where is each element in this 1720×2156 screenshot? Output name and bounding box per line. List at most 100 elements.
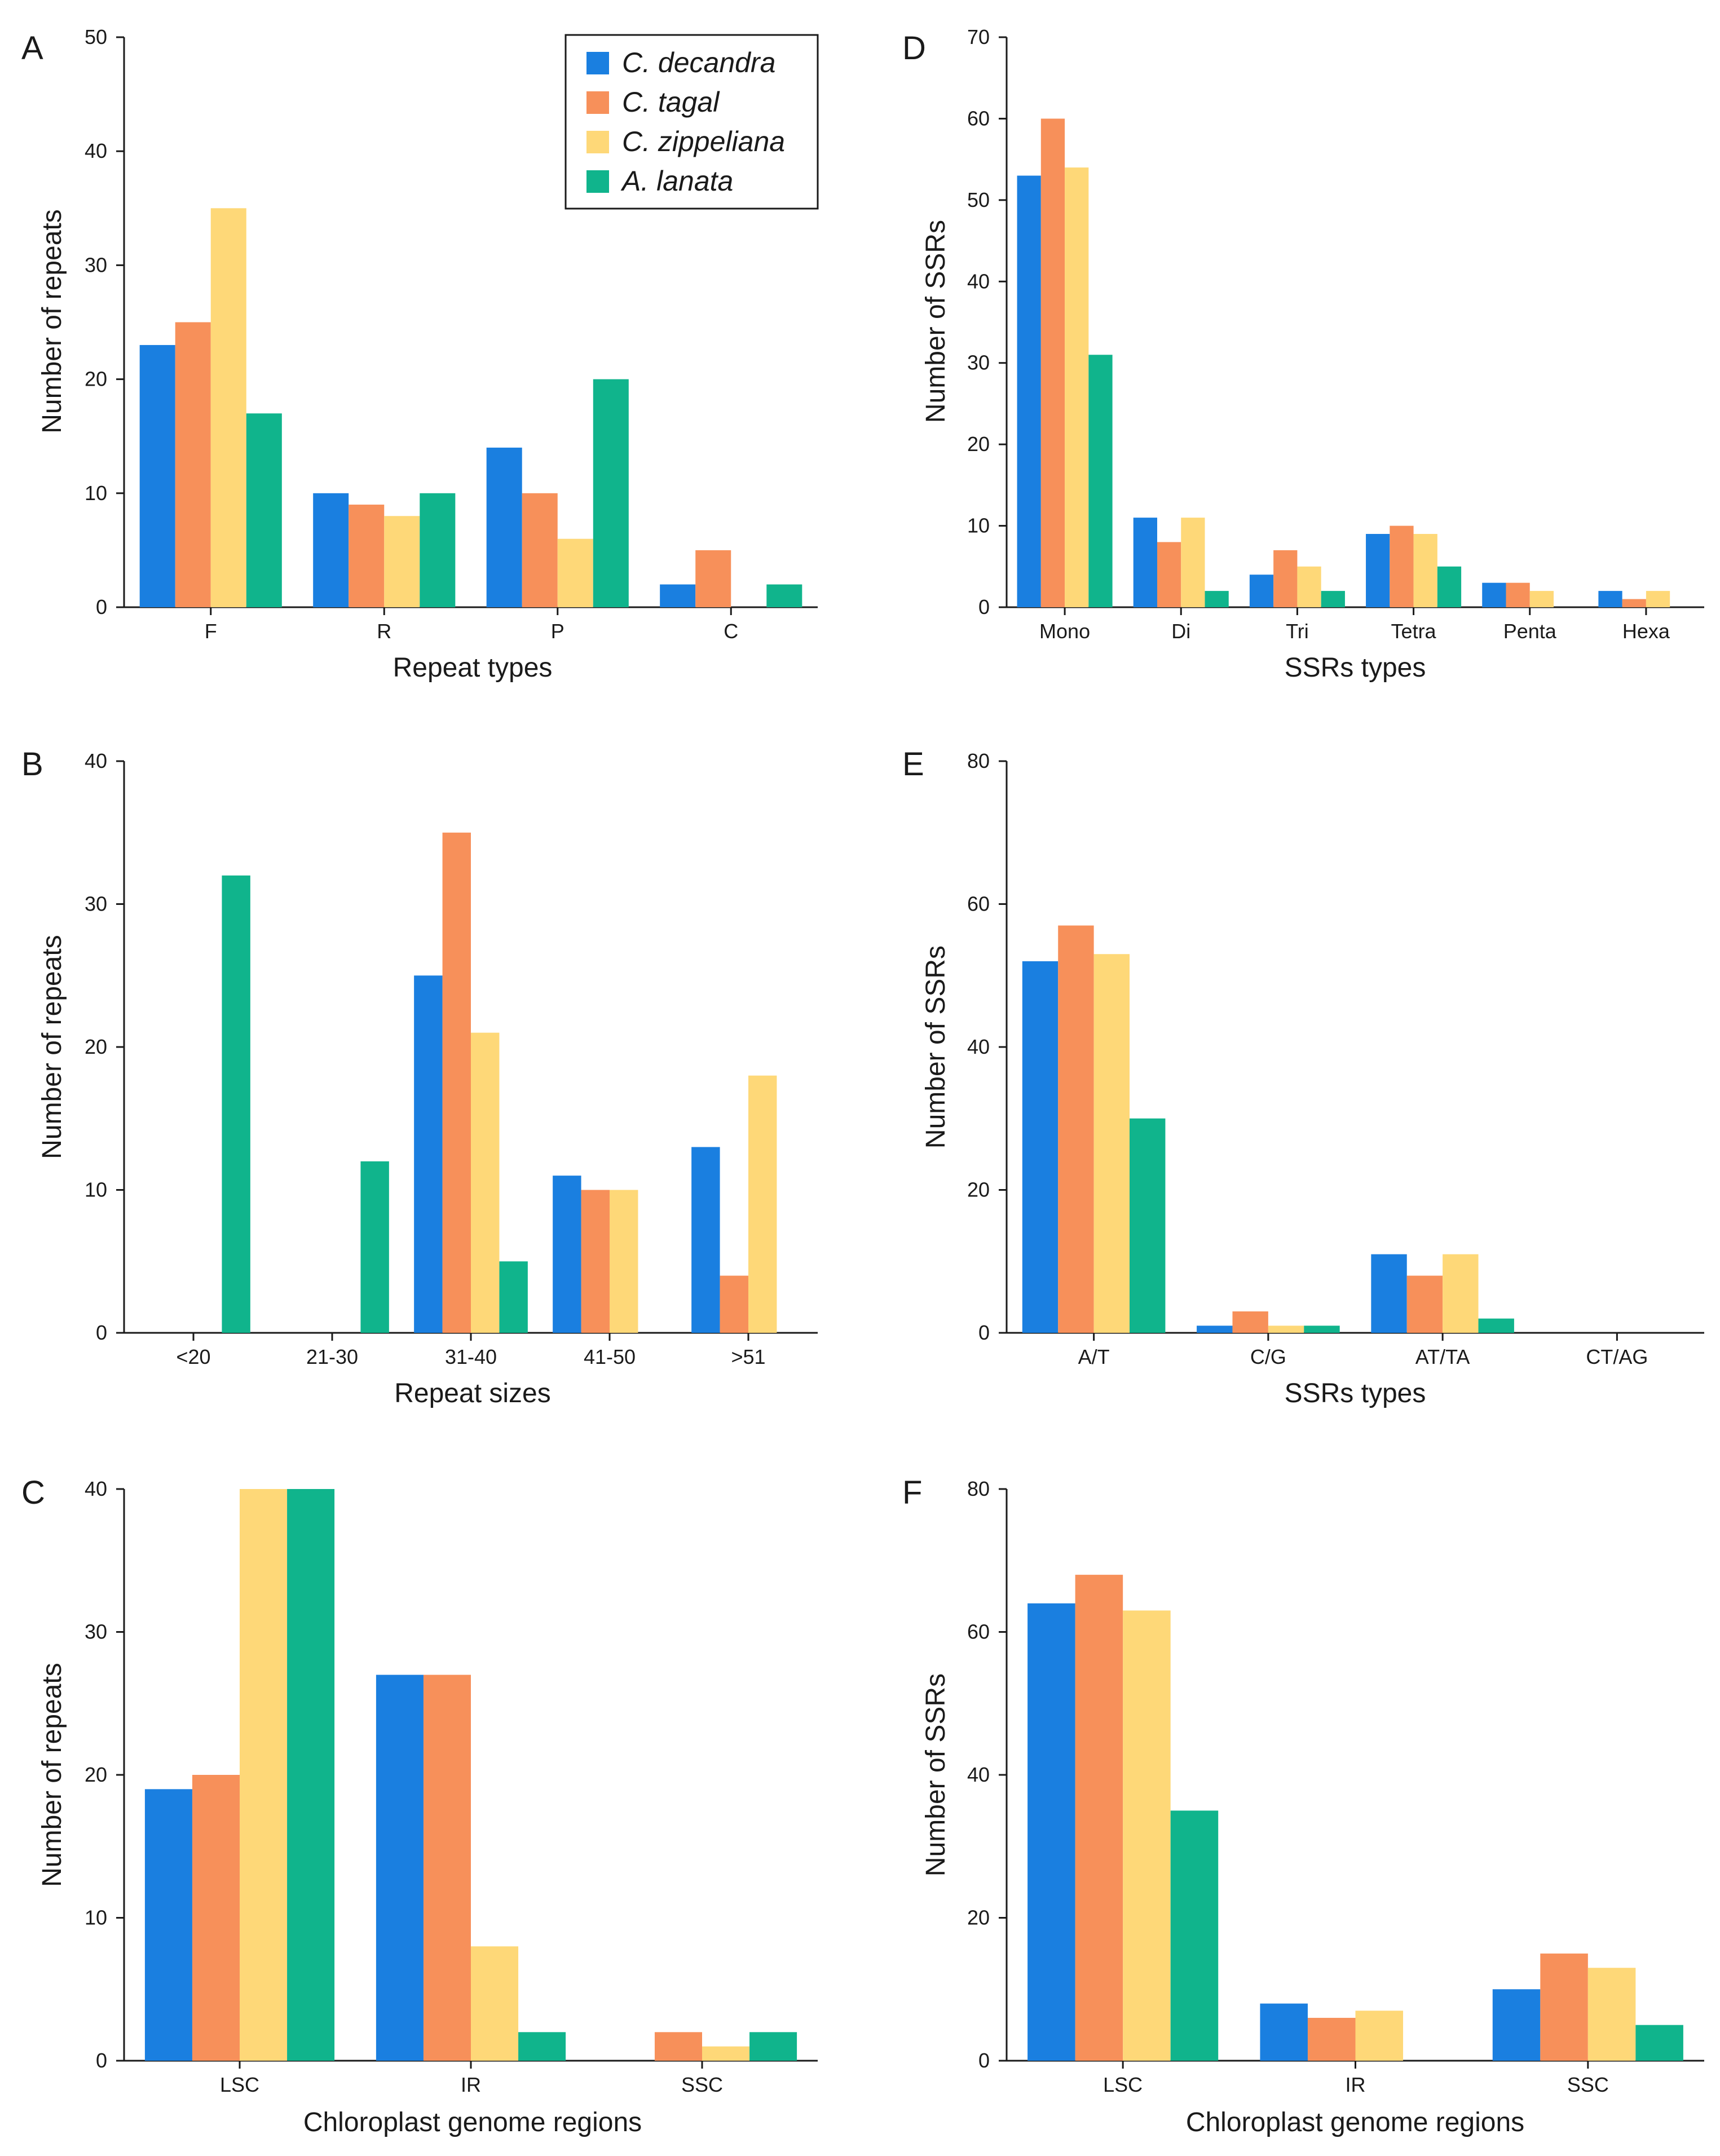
- x-tick-label: IR: [1346, 2073, 1366, 2096]
- bar-e-3-2: [1443, 1254, 1479, 1333]
- legend-label-2: C. tagal: [622, 86, 720, 118]
- bar-a-4-2: [593, 379, 629, 607]
- panel-b: B 0 10 20 30 40 <20 21-30 31-40 41-50 >51 Repeat si…: [21, 746, 818, 1408]
- x-tick-label: SSC: [1567, 2073, 1609, 2096]
- y-tick-label: 0: [978, 595, 990, 618]
- x-tick-label: Di: [1171, 620, 1190, 643]
- x-axis-title: Repeat sizes: [394, 1379, 550, 1408]
- bar-a-1-2: [486, 447, 522, 607]
- bar-a-1-0: [139, 344, 175, 607]
- x-tick-label: <20: [176, 1345, 210, 1368]
- bar-a-4-3: [766, 584, 802, 607]
- y-tick-label: 60: [967, 893, 990, 916]
- x-tick-label: CT/AG: [1586, 1345, 1648, 1368]
- panel-e: E 0 20 40 60 80 A/T C/G AT/TA CT/AG SSRs types Numb…: [902, 746, 1704, 1408]
- y-tick-label: 70: [967, 25, 990, 48]
- y-tick-label: 10: [85, 1906, 107, 1929]
- bar-e-3-0: [1093, 954, 1130, 1333]
- y-tick-label: 40: [85, 139, 107, 162]
- y-axis-title: Number of SSRs: [921, 1673, 951, 1876]
- bar-a-2-3: [695, 550, 731, 607]
- y-tick-label: 20: [85, 1763, 107, 1786]
- y-tick-label: 40: [85, 749, 107, 772]
- bar-f-1-2: [1492, 1989, 1541, 2061]
- bar-b-4-2: [499, 1261, 528, 1333]
- bar-d-2-1: [1157, 542, 1181, 607]
- bar-d-1-4: [1482, 582, 1506, 607]
- bar-d-1-0: [1017, 175, 1041, 607]
- y-tick-label: 20: [85, 1035, 107, 1058]
- bar-c-2-0: [192, 1775, 240, 2061]
- x-tick-label: AT/TA: [1415, 1345, 1470, 1368]
- bar-f-4-0: [1170, 1810, 1219, 2061]
- panel-letter: A: [21, 30, 43, 67]
- bar-d-3-4: [1529, 591, 1554, 607]
- bar-a-3-1: [384, 516, 420, 607]
- bar-d-3-5: [1646, 591, 1670, 607]
- x-tick-label: R: [377, 620, 391, 643]
- bar-e-4-1: [1304, 1326, 1340, 1333]
- legend: C. decandra C. tagal C. zippeliana A. lanat…: [564, 34, 819, 210]
- y-tick-label: 40: [967, 1763, 990, 1786]
- y-tick-label: 40: [967, 270, 990, 293]
- bar-d-3-0: [1065, 167, 1089, 608]
- bar-b-3-4: [748, 1075, 777, 1333]
- bar-b-4-0: [222, 875, 250, 1333]
- bar-d-3-1: [1181, 518, 1205, 607]
- x-tick-label: SSC: [681, 2073, 723, 2096]
- bar-b-3-3: [610, 1190, 638, 1333]
- x-tick-label: A/T: [1078, 1345, 1110, 1368]
- bar-f-2-1: [1307, 2017, 1356, 2061]
- legend-label-1: C. decandra: [622, 47, 775, 78]
- x-axis-title: Chloroplast genome regions: [303, 2108, 642, 2137]
- legend-swatch-3: [586, 131, 609, 153]
- bar-c-3-1: [471, 1946, 519, 2061]
- bar-d-1-5: [1598, 591, 1622, 607]
- x-tick-label: Mono: [1039, 620, 1090, 643]
- bar-f-2-0: [1075, 1575, 1123, 2061]
- bar-c-1-0: [144, 1789, 192, 2061]
- bar-f-4-2: [1635, 2025, 1683, 2061]
- bar-f-2-2: [1540, 1953, 1588, 2061]
- x-tick-label: Tri: [1286, 620, 1309, 643]
- bar-b-1-2: [414, 975, 443, 1333]
- legend-swatch-2: [586, 91, 609, 114]
- bar-e-1-0: [1022, 961, 1059, 1333]
- panel-letter: B: [21, 746, 43, 783]
- bar-b-2-2: [442, 832, 471, 1333]
- bar-c-4-1: [518, 2032, 566, 2061]
- bar-d-2-3: [1390, 525, 1414, 607]
- bar-e-4-2: [1478, 1318, 1514, 1333]
- bar-d-3-2: [1297, 566, 1321, 607]
- x-tick-label: LSC: [1103, 2073, 1143, 2096]
- y-axis-title: Number of SSRs: [921, 946, 951, 1148]
- bar-a-2-2: [522, 493, 558, 607]
- bar-a-1-3: [660, 584, 696, 607]
- bar-d-4-3: [1437, 566, 1462, 607]
- y-tick-label: 80: [967, 1477, 990, 1500]
- y-tick-label: 0: [96, 595, 107, 618]
- y-tick-label: 20: [967, 1178, 990, 1201]
- legend-swatch-1: [586, 52, 609, 74]
- x-axis-title: Chloroplast genome regions: [1186, 2108, 1524, 2137]
- bar-d-2-0: [1040, 118, 1065, 607]
- y-tick-label: 20: [85, 368, 107, 391]
- bar-f-3-1: [1355, 2011, 1404, 2061]
- y-tick-label: 10: [85, 481, 107, 505]
- y-tick-label: 20: [967, 432, 990, 456]
- bar-d-2-5: [1622, 599, 1646, 607]
- panel-letter: E: [902, 746, 924, 783]
- y-tick-label: 0: [978, 1321, 990, 1344]
- y-tick-label: 0: [96, 1321, 107, 1344]
- x-axis-title: SSRs types: [1285, 653, 1426, 683]
- y-tick-label: 40: [967, 1035, 990, 1058]
- x-tick-label: C/G: [1250, 1345, 1286, 1368]
- y-tick-label: 30: [85, 1620, 107, 1643]
- y-tick-label: 80: [967, 749, 990, 772]
- bar-a-3-0: [210, 208, 246, 607]
- legend-label-3: C. zippeliana: [622, 126, 785, 157]
- x-tick-label: >51: [731, 1345, 765, 1368]
- bar-e-1-2: [1371, 1254, 1407, 1333]
- x-axis-title: Repeat types: [393, 653, 553, 683]
